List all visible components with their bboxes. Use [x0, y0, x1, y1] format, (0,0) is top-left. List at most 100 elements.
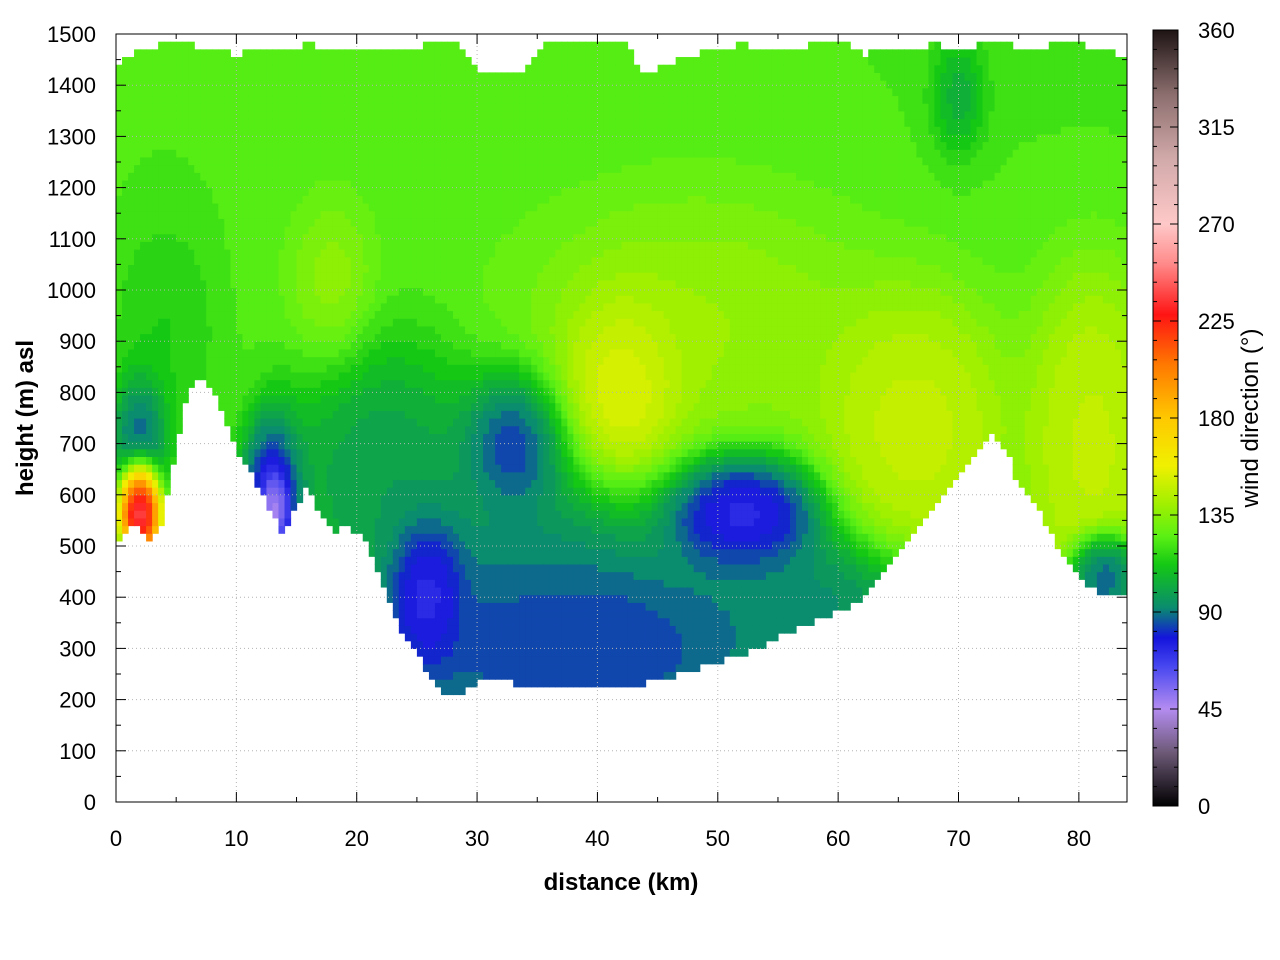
heatmap-cell — [284, 179, 292, 189]
heatmap-cell — [428, 548, 436, 557]
heatmap-cell — [501, 441, 508, 450]
heatmap-cell — [212, 295, 219, 304]
heatmap-cell — [513, 333, 520, 342]
heatmap-cell — [248, 448, 256, 457]
heatmap-cell — [483, 625, 490, 634]
heatmap-cell — [332, 487, 340, 496]
heatmap-cell — [434, 149, 442, 158]
heatmap-cell — [513, 425, 520, 434]
heatmap-cell — [368, 110, 376, 120]
heatmap-cell — [224, 295, 231, 304]
heatmap-cell — [483, 387, 490, 396]
heatmap-cell — [302, 57, 310, 66]
heatmap-cell — [284, 279, 292, 289]
heatmap-cell — [308, 241, 316, 250]
heatmap-cell — [140, 164, 147, 173]
heatmap-cell — [501, 640, 508, 649]
heatmap-cell — [344, 172, 352, 181]
heatmap-cell — [326, 287, 334, 296]
heatmap-cell — [128, 226, 135, 235]
heatmap-cell — [386, 325, 394, 335]
heatmap-cell — [386, 179, 394, 189]
heatmap-cell — [416, 425, 424, 434]
heatmap-cell — [459, 610, 466, 619]
heatmap-cell — [278, 103, 286, 112]
heatmap-cell — [242, 256, 249, 265]
heatmap-cell — [116, 141, 123, 150]
heatmap-cell — [549, 525, 556, 534]
heatmap-cell — [519, 195, 526, 204]
heatmap-cell — [332, 425, 340, 434]
heatmap-cell — [543, 233, 550, 242]
heatmap-cell — [513, 348, 520, 358]
heatmap-cell — [320, 103, 328, 112]
heatmap-cell — [465, 371, 472, 381]
heatmap-cell — [561, 679, 568, 688]
heatmap-cell — [134, 387, 141, 396]
heatmap-cell — [428, 302, 436, 312]
heatmap-cell — [212, 341, 219, 350]
heatmap-cell — [483, 610, 490, 619]
heatmap-cell — [224, 80, 231, 89]
heatmap-cell — [350, 149, 358, 158]
heatmap-cell — [404, 241, 412, 250]
heatmap-cell — [555, 571, 562, 580]
heatmap-cell — [350, 172, 358, 181]
heatmap-cell — [254, 295, 262, 304]
heatmap-cell — [465, 57, 472, 66]
heatmap-cell — [362, 164, 370, 173]
heatmap-cell — [308, 149, 316, 158]
heatmap-cell — [507, 141, 514, 150]
heatmap-cell — [507, 640, 514, 649]
heatmap-cell — [284, 487, 292, 496]
heatmap-cell — [308, 249, 316, 258]
heatmap-cell — [543, 610, 550, 619]
heatmap-cell — [254, 441, 262, 450]
heatmap-cell — [284, 156, 292, 166]
heatmap-cell — [531, 433, 538, 442]
heatmap-cell — [440, 195, 448, 204]
heatmap-cell — [501, 164, 508, 173]
heatmap-cell — [224, 57, 231, 66]
heatmap-cell — [459, 249, 466, 258]
heatmap-cell — [410, 494, 418, 504]
heatmap-cell — [380, 364, 388, 373]
heatmap-cell — [471, 241, 478, 250]
heatmap-cell — [495, 287, 502, 296]
heatmap-cell — [152, 356, 159, 365]
heatmap-cell — [428, 249, 436, 258]
heatmap-cell — [422, 656, 430, 665]
heatmap-cell — [410, 295, 418, 304]
heatmap-cell — [459, 126, 466, 135]
heatmap-cell — [362, 387, 370, 396]
heatmap-cell — [459, 571, 466, 580]
heatmap-cell — [410, 364, 418, 373]
heatmap-cell — [116, 379, 123, 388]
heatmap-cell — [501, 95, 508, 104]
heatmap-cell — [266, 202, 274, 212]
heatmap-cell — [555, 310, 562, 319]
heatmap-cell — [146, 233, 153, 242]
heatmap-cell — [158, 279, 165, 289]
heatmap-cell — [483, 264, 490, 273]
heatmap-cell — [188, 302, 195, 312]
heatmap-cell — [254, 49, 262, 58]
heatmap-cell — [242, 172, 249, 181]
heatmap-cell — [332, 433, 340, 442]
heatmap-cell — [320, 502, 328, 511]
heatmap-cell — [356, 456, 364, 465]
heatmap-cell — [416, 72, 424, 81]
heatmap-cell — [410, 103, 418, 112]
heatmap-cell — [266, 279, 274, 289]
heatmap-cell — [260, 187, 268, 196]
heatmap-cell — [368, 172, 376, 181]
heatmap-cell — [308, 172, 316, 181]
heatmap-cell — [362, 256, 370, 265]
heatmap-cell — [296, 356, 304, 365]
heatmap-cell — [278, 72, 286, 81]
heatmap-cell — [206, 195, 213, 204]
heatmap-cell — [398, 394, 406, 404]
heatmap-cell — [236, 433, 243, 442]
heatmap-cell — [314, 218, 322, 227]
heatmap-cell — [453, 164, 460, 173]
